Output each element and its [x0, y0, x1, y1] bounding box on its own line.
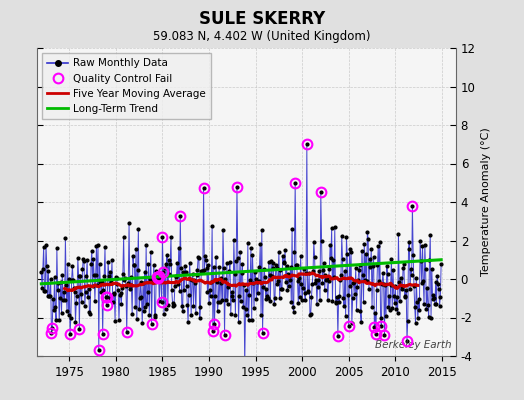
Legend: Raw Monthly Data, Quality Control Fail, Five Year Moving Average, Long-Term Tren: Raw Monthly Data, Quality Control Fail, …	[42, 53, 211, 119]
Y-axis label: Temperature Anomaly (°C): Temperature Anomaly (°C)	[482, 128, 492, 276]
Text: 59.083 N, 4.402 W (United Kingdom): 59.083 N, 4.402 W (United Kingdom)	[153, 30, 371, 43]
Text: SULE SKERRY: SULE SKERRY	[199, 10, 325, 28]
Text: Berkeley Earth: Berkeley Earth	[375, 340, 452, 350]
